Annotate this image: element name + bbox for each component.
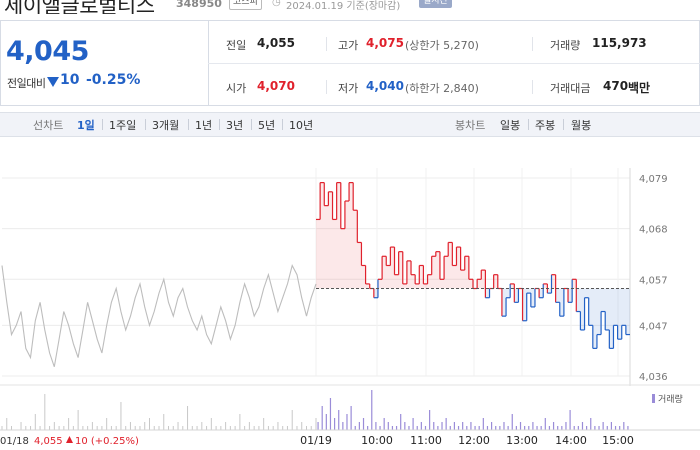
- volume-label: 거래량: [550, 39, 581, 52]
- period-1y[interactable]: 1년: [195, 119, 213, 132]
- market-badge: 코스피: [229, 0, 262, 10]
- change-label: 전일대비: [7, 77, 46, 90]
- divider: [563, 119, 564, 130]
- period-5y[interactable]: 5년: [258, 119, 276, 132]
- prev-close-value: 4,055: [257, 36, 295, 50]
- stock-code: 348950: [176, 0, 222, 10]
- prev-date-label: 01/18: [0, 436, 29, 447]
- period-10y[interactable]: 10년: [289, 119, 314, 132]
- y-tick-label: 4,057: [639, 275, 668, 286]
- y-tick-label: 4,036: [639, 372, 668, 383]
- upper-limit-text: (상한가 5,270): [405, 39, 479, 52]
- line-chart-label: 선차트: [33, 119, 64, 132]
- open-label: 시가: [226, 82, 247, 95]
- prev-change-label: 10 (+0.25%): [75, 436, 139, 447]
- divider: [219, 119, 220, 130]
- period-1w[interactable]: 1주일: [109, 119, 137, 132]
- volume-legend-label: 거래량: [658, 393, 683, 405]
- candle-monthly[interactable]: 월봉: [571, 119, 592, 132]
- high-label: 고가: [338, 39, 359, 52]
- period-3m[interactable]: 3개월: [152, 119, 180, 132]
- y-tick-label: 4,068: [639, 225, 668, 236]
- x-tick-label: 15:00: [602, 434, 634, 447]
- divider: [282, 119, 283, 130]
- realtime-badge[interactable]: 실시간: [419, 0, 452, 8]
- volume-value: 115,973: [592, 36, 647, 50]
- stock-name: 제이앨글로벌티스: [4, 0, 155, 14]
- clock-icon: ◷: [272, 0, 281, 8]
- x-tick-label: 11:00: [410, 434, 442, 447]
- intraday-chart[interactable]: 4,079 4,068 4,057 4,047 4,036 거래량 01/19 10:00 11…: [0, 138, 700, 450]
- divider: [145, 119, 146, 130]
- date-text: 2024.01.19 기준(장마감): [286, 1, 401, 12]
- divider: [102, 119, 103, 130]
- stock-header: 제이앨글로벌티스 348950 코스피 ◷ 2024.01.19 기준(장마감)…: [0, 0, 700, 14]
- divider: [251, 119, 252, 130]
- divider: [532, 80, 533, 94]
- x-tick-label: 14:00: [555, 434, 587, 447]
- divider: [326, 37, 327, 51]
- up-triangle-icon: [66, 436, 73, 443]
- divider: [528, 119, 529, 130]
- prev-day-line: [1, 263, 317, 367]
- divider: [188, 119, 189, 130]
- divider: [326, 80, 327, 94]
- period-1d[interactable]: 1일: [77, 119, 95, 132]
- low-label: 저가: [338, 82, 359, 95]
- lower-limit-text: (하한가 2,840): [405, 82, 479, 95]
- x-tick-label: 13:00: [506, 434, 538, 447]
- trade-value-amount: 470: [603, 79, 629, 93]
- y-tick-label: 4,079: [639, 174, 668, 185]
- candle-weekly[interactable]: 주봉: [535, 119, 556, 132]
- change-percent: -0.25%: [86, 72, 141, 88]
- low-value: 4,040: [366, 79, 404, 93]
- x-tick-label: 10:00: [361, 434, 393, 447]
- open-value: 4,070: [257, 79, 295, 93]
- period-3y[interactable]: 3년: [226, 119, 244, 132]
- x-tick-label: 12:00: [458, 434, 490, 447]
- change-amount: 10: [60, 72, 80, 88]
- candle-daily[interactable]: 일봉: [500, 119, 521, 132]
- price-panel: [0, 20, 208, 106]
- x-tick-label: 01/19: [300, 434, 332, 447]
- trade-value-unit: 백만: [628, 81, 651, 95]
- prev-close-label: 4,055: [34, 436, 63, 447]
- y-tick-label: 4,047: [639, 321, 668, 332]
- volume-legend-swatch: [652, 394, 655, 403]
- candle-chart-label: 봉차트: [455, 119, 486, 132]
- chart-toolbar: [0, 112, 700, 137]
- trade-value-label: 거래대금: [550, 82, 591, 95]
- stats-divider: [208, 63, 700, 64]
- high-value: 4,075: [366, 36, 404, 50]
- up-area-fill: [316, 182, 577, 289]
- divider: [532, 37, 533, 51]
- current-price: 4,045: [6, 36, 89, 67]
- prev-close-label: 전일: [226, 39, 247, 52]
- down-triangle-icon: [47, 77, 59, 87]
